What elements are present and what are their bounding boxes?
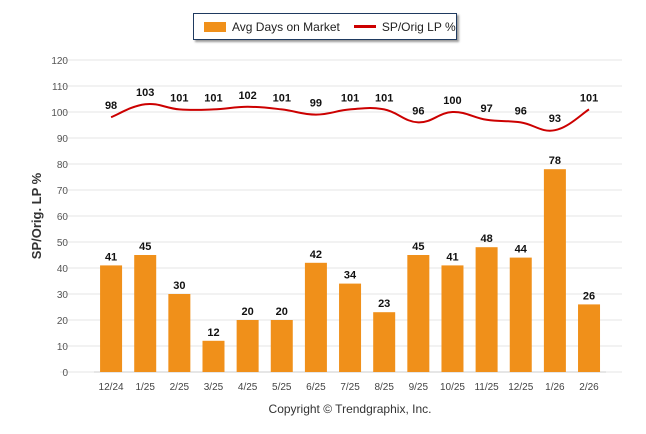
- bar-data-label: 23: [378, 298, 390, 310]
- x-tick-label: 1/25: [135, 382, 155, 393]
- bar-data-label: 12: [207, 327, 219, 339]
- legend-swatch-sp: [353, 25, 376, 28]
- line-data-label: 101: [204, 92, 222, 104]
- bar: [202, 340, 225, 372]
- bar: [441, 265, 464, 372]
- bar-data-label: 45: [412, 241, 424, 253]
- x-tick-label: 8/25: [374, 382, 394, 393]
- bar-data-label: 34: [344, 270, 357, 282]
- line-data-label: 96: [515, 105, 527, 117]
- legend-label-sp: SP/Orig LP %: [381, 19, 456, 34]
- bar: [373, 312, 396, 372]
- x-tick-label: 10/25: [440, 382, 465, 393]
- line-data-label: 103: [136, 87, 154, 99]
- bar-data-label: 78: [549, 155, 561, 167]
- bar: [270, 320, 293, 372]
- bar-data-label: 30: [173, 280, 185, 292]
- y-tick-label: 0: [62, 368, 68, 379]
- legend-label-days: Avg Days on Market: [232, 19, 340, 34]
- x-tick-label: 11/25: [474, 382, 499, 393]
- bar-data-label: 41: [105, 251, 117, 263]
- x-tick-label: 4/25: [238, 382, 258, 393]
- bar-data-label: 42: [310, 249, 322, 261]
- bar: [509, 257, 532, 372]
- y-tick-label: 60: [57, 212, 69, 223]
- x-tick-label: 2/25: [170, 382, 190, 393]
- bar-data-label: 48: [480, 233, 492, 245]
- bar: [407, 255, 430, 372]
- line-data-label: 101: [580, 92, 598, 104]
- bar: [236, 320, 259, 372]
- line-data-label: 99: [310, 98, 322, 110]
- line-data-label: 98: [105, 100, 117, 112]
- y-tick-label: 10: [57, 342, 69, 353]
- bar: [100, 265, 123, 372]
- bar: [543, 169, 566, 372]
- line-data-label: 97: [480, 103, 492, 115]
- line-data-label: 93: [549, 113, 561, 125]
- y-tick-label: 30: [57, 290, 69, 301]
- line-data-label: 102: [238, 90, 256, 102]
- bar: [339, 283, 362, 372]
- x-tick-label: 7/25: [340, 382, 360, 393]
- y-tick-label: 110: [52, 82, 68, 93]
- y-tick-label: 70: [57, 186, 69, 197]
- y-tick-label: 90: [57, 134, 69, 145]
- legend: Avg Days on Market SP/Orig LP %: [193, 13, 457, 40]
- line-data-label: 96: [412, 105, 424, 117]
- x-tick-label: 12/25: [508, 382, 533, 393]
- y-tick-label: 50: [57, 238, 69, 249]
- x-tick-label: 2/26: [579, 382, 599, 393]
- y-tick-label: 40: [57, 264, 69, 275]
- line-data-label: 101: [341, 92, 359, 104]
- bar: [578, 304, 601, 372]
- line-data-label: 101: [375, 92, 393, 104]
- bar-data-label: 20: [276, 306, 288, 318]
- bar-data-label: 41: [446, 251, 458, 263]
- x-tick-label: 5/25: [272, 382, 292, 393]
- bar-data-label: 26: [583, 290, 595, 302]
- sp-orig-lp-line: [110, 102, 590, 132]
- x-tick-label: 1/26: [545, 382, 565, 393]
- x-tick-label: 3/25: [204, 382, 224, 393]
- bar: [134, 255, 157, 372]
- x-tick-label: 6/25: [306, 382, 326, 393]
- legend-swatch-days: [204, 21, 226, 32]
- bar: [475, 247, 498, 372]
- y-tick-label: 80: [57, 160, 69, 171]
- bar: [304, 262, 327, 372]
- y-axis-label: SP/Orig. LP %: [29, 172, 44, 259]
- y-tick-label: 100: [51, 108, 68, 119]
- bar-data-label: 44: [515, 244, 528, 256]
- line-data-label: 101: [170, 92, 188, 104]
- x-tick-label: 9/25: [409, 382, 429, 393]
- line-data-label: 100: [443, 95, 461, 107]
- line-data-label: 101: [273, 92, 291, 104]
- y-tick-label: 20: [57, 316, 69, 327]
- bar: [168, 294, 191, 372]
- x-tick-label: 12/24: [99, 382, 124, 393]
- bar-data-label: 20: [242, 306, 254, 318]
- copyright: Copyright © Trendgraphix, Inc.: [268, 402, 432, 416]
- y-tick-label: 120: [51, 56, 68, 67]
- bar-data-label: 45: [139, 241, 151, 253]
